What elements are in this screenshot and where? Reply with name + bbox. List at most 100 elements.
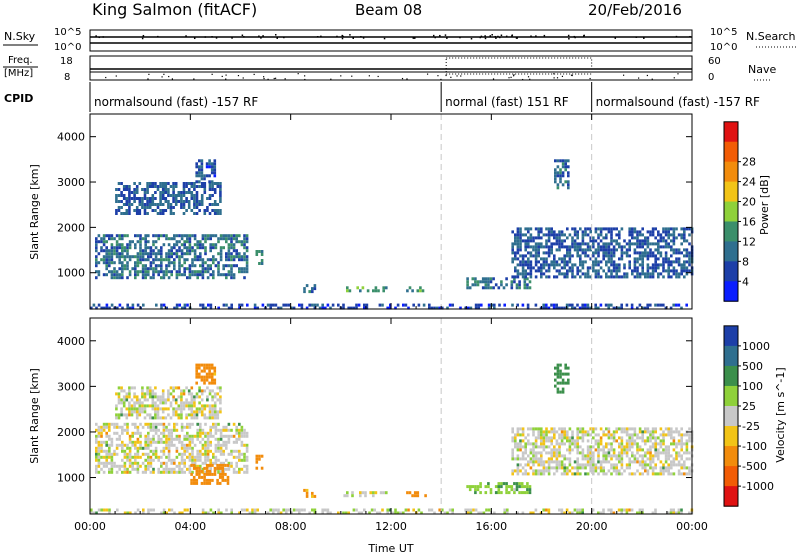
echo-cell bbox=[206, 446, 210, 450]
echo-cell bbox=[195, 162, 198, 166]
echo-cell bbox=[213, 366, 217, 370]
echo-cell bbox=[646, 306, 649, 310]
echo-cell bbox=[610, 442, 613, 446]
echo-cell bbox=[147, 255, 150, 259]
echo-cell bbox=[120, 182, 123, 185]
echo-cell bbox=[164, 401, 168, 405]
echo-cell bbox=[547, 472, 551, 476]
echo-cell bbox=[547, 236, 551, 240]
echo-cell bbox=[467, 511, 470, 515]
echo-cell bbox=[141, 273, 145, 277]
echo-cell bbox=[651, 445, 655, 449]
echo-cell bbox=[206, 443, 210, 447]
echo-cell bbox=[620, 248, 624, 252]
echo-cell bbox=[342, 511, 345, 515]
echo-cell bbox=[213, 410, 217, 414]
echo-cell bbox=[610, 436, 613, 440]
echo-cell bbox=[602, 227, 605, 231]
echo-cell bbox=[688, 451, 691, 455]
colorbar-tick-label: 100 bbox=[742, 380, 763, 393]
echo-cell bbox=[466, 286, 469, 290]
echo-cell bbox=[95, 255, 98, 259]
echo-cell bbox=[191, 249, 194, 253]
echo-cell bbox=[649, 466, 652, 470]
echo-cell bbox=[516, 472, 520, 476]
cpid-segment-label: normal (fast) 151 RF bbox=[445, 95, 569, 109]
echo-cell bbox=[407, 306, 410, 310]
nave-label: Nave bbox=[748, 63, 776, 76]
freq-panel: Freq. [MHz] 18 8 60 0 Nave bbox=[3, 55, 776, 83]
nsky-speck bbox=[260, 37, 262, 39]
echo-cell bbox=[520, 482, 524, 486]
echo-cell bbox=[589, 448, 592, 452]
echo-cell bbox=[615, 463, 618, 467]
echo-cell bbox=[169, 209, 173, 212]
echo-cell bbox=[568, 457, 572, 461]
echo-cell bbox=[560, 454, 564, 458]
echo-cell bbox=[144, 276, 147, 280]
echo-cell bbox=[175, 437, 179, 441]
echo-cell bbox=[125, 188, 129, 191]
echo-cell bbox=[631, 436, 634, 440]
echo-cell bbox=[521, 472, 525, 476]
echo-cell bbox=[605, 227, 608, 231]
echo-cell bbox=[199, 431, 202, 435]
echo-cell bbox=[566, 436, 569, 440]
y-tick-label: 3000 bbox=[57, 380, 85, 393]
echo-cell bbox=[219, 401, 222, 405]
echo-cell bbox=[211, 182, 214, 185]
echo-cell bbox=[151, 392, 155, 396]
echo-cell bbox=[139, 237, 142, 241]
echo-cell bbox=[597, 275, 600, 279]
echo-cell bbox=[355, 306, 358, 310]
echo-cell bbox=[212, 270, 215, 274]
echo-cell bbox=[605, 442, 608, 446]
echo-cell bbox=[651, 472, 655, 476]
colorbar-tick-label: 500 bbox=[742, 360, 763, 373]
echo-cell bbox=[141, 267, 145, 271]
echo-cell bbox=[164, 209, 168, 212]
echo-cell bbox=[95, 306, 98, 310]
echo-cell bbox=[165, 434, 168, 438]
echo-cell bbox=[516, 233, 520, 237]
colorbar-segment bbox=[724, 161, 738, 183]
echo-cell bbox=[212, 452, 215, 456]
echo-cell bbox=[602, 466, 605, 470]
echo-cell bbox=[651, 457, 655, 461]
echo-cell bbox=[131, 306, 135, 310]
echo-cell bbox=[175, 249, 179, 253]
echo-cell bbox=[161, 410, 165, 414]
echo-cell bbox=[610, 466, 613, 470]
echo-cell bbox=[213, 381, 217, 385]
echo-cell bbox=[193, 197, 196, 200]
echo-cell bbox=[520, 485, 524, 489]
echo-cell bbox=[487, 306, 491, 310]
echo-cell bbox=[589, 469, 592, 473]
echo-cell bbox=[126, 446, 129, 450]
echo-cell bbox=[571, 242, 574, 246]
echo-cell bbox=[641, 463, 644, 467]
echo-cell bbox=[545, 439, 548, 443]
echo-cell bbox=[118, 434, 121, 438]
echo-cell bbox=[581, 233, 585, 237]
echo-cell bbox=[581, 306, 584, 310]
echo-cell bbox=[149, 437, 153, 441]
echo-cell bbox=[602, 472, 605, 476]
echo-cell bbox=[633, 427, 637, 431]
echo-cell bbox=[638, 251, 642, 255]
echo-cell bbox=[180, 249, 184, 253]
echo-cell bbox=[633, 275, 637, 279]
echo-cell bbox=[542, 463, 546, 467]
echo-cell bbox=[532, 472, 535, 476]
echo-cell bbox=[115, 249, 119, 253]
echo-cell bbox=[581, 436, 585, 440]
echo-cell bbox=[130, 407, 134, 411]
echo-cell bbox=[654, 445, 657, 449]
nave-tick-bottom: 0 bbox=[708, 72, 714, 83]
echo-cell bbox=[191, 234, 194, 238]
station-title: King Salmon (fitACF) bbox=[92, 0, 257, 19]
echo-cell bbox=[615, 263, 618, 267]
echo-cell bbox=[195, 469, 199, 473]
echo-cell bbox=[659, 236, 663, 240]
echo-cell bbox=[219, 470, 223, 474]
